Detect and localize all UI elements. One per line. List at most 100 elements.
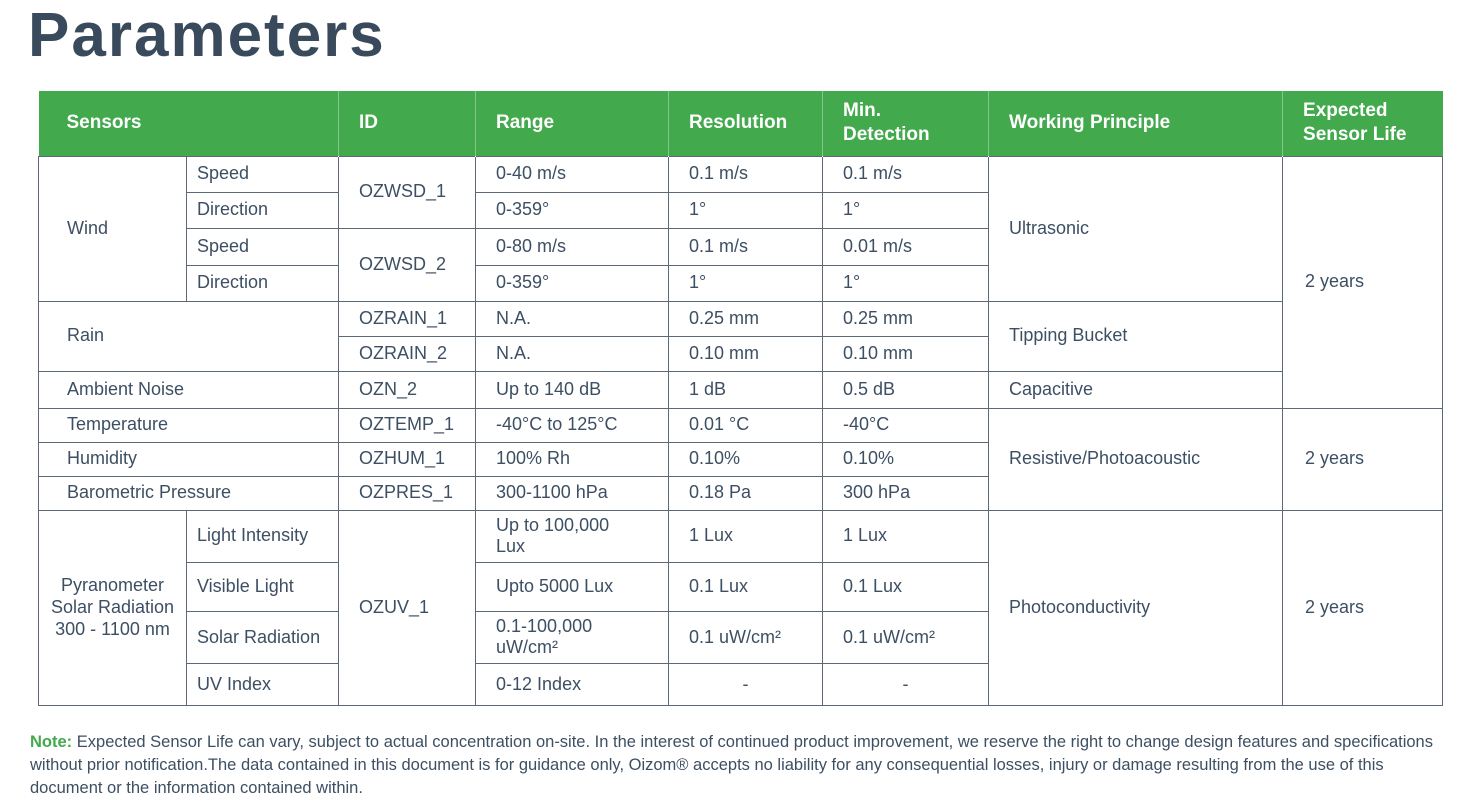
cell-life: 2 years bbox=[1282, 509, 1444, 707]
cell-sub: Speed bbox=[185, 155, 340, 193]
cell-range: Up to 100,000 Lux bbox=[475, 509, 670, 563]
cell-sensor: Pyranometer Solar Radiation 300 - 1100 nm bbox=[38, 509, 187, 707]
cell-min: 0.1 m/s bbox=[822, 155, 990, 193]
cell-min: 300 hPa bbox=[822, 475, 990, 511]
note-text: Expected Sensor Life can vary, subject t… bbox=[30, 733, 1433, 797]
note-label: Note: bbox=[30, 733, 73, 752]
cell-min: 1 Lux bbox=[822, 509, 990, 563]
column-header: Sensors bbox=[38, 91, 339, 157]
table-row: UV Index 0-12 Index - - bbox=[39, 663, 1443, 707]
table-row: Solar Radiation 0.1-100,000 uW/cm² 0.1 uW/c… bbox=[39, 610, 1443, 665]
cell-id: OZHUM_1 bbox=[338, 441, 477, 477]
cell-sensor: Ambient Noise bbox=[37, 370, 340, 409]
cell-min: 0.01 m/s bbox=[822, 227, 990, 266]
cell-id: OZRAIN_2 bbox=[338, 335, 477, 372]
cell-range: Up to 140 dB bbox=[475, 370, 670, 409]
table-body: Wind Speed OZWSD_1 0-40 m/s 0.1 m/s 0.1 m/s Ul… bbox=[37, 155, 1444, 707]
parameters-table: Sensors ID Range Resolution Min. Detection Wor… bbox=[37, 91, 1444, 707]
cell-res: 1° bbox=[668, 264, 824, 302]
cell-res: 0.1 uW/cm² bbox=[668, 610, 824, 665]
cell-res: 0.10 mm bbox=[668, 335, 824, 372]
cell-wp: Capacitive bbox=[988, 370, 1284, 409]
column-header: Min. Detection bbox=[822, 91, 989, 157]
table-row: Rain OZRAIN_1 N.A. 0.25 mm 0.25 mm Tipping Bu… bbox=[37, 300, 1443, 372]
cell-res: 0.1 Lux bbox=[668, 561, 824, 612]
cell-range: N.A. bbox=[475, 335, 670, 372]
cell-res: 0.25 mm bbox=[668, 300, 824, 337]
cell-sub: Solar Radiation bbox=[185, 610, 340, 665]
cell-res: - bbox=[668, 663, 824, 707]
cell-min: 0.10% bbox=[822, 441, 990, 477]
cell-range: -40°C to 125°C bbox=[475, 407, 670, 443]
cell-res: 0.10% bbox=[668, 441, 824, 477]
cell-range: 0-359° bbox=[475, 264, 670, 302]
table-header: Sensors ID Range Resolution Min. Detection Wor… bbox=[38, 91, 1443, 157]
cell-min: 1° bbox=[822, 264, 990, 302]
cell-life: 2 years bbox=[1282, 155, 1444, 409]
cell-sub: Speed bbox=[185, 227, 340, 266]
table-row: Temperature OZTEMP_1 -40°C to 125°C 0.01 °C… bbox=[37, 407, 1444, 511]
cell-res: 1 Lux bbox=[668, 509, 824, 563]
cell-id: OZPRES_1 bbox=[338, 475, 477, 511]
cell-wp: Photoconductivity bbox=[988, 509, 1284, 707]
cell-id: OZN_2 bbox=[338, 370, 477, 409]
cell-sensor: Temperature bbox=[37, 407, 340, 443]
table-row: OZRAIN_2 N.A. 0.10 mm 0.10 mm bbox=[39, 335, 1443, 372]
table-row: Direction 0-359° 1° 1° bbox=[39, 264, 1443, 302]
table-row: Speed OZWSD_2 0-80 m/s 0.1 m/s 0.01 m/s bbox=[39, 227, 1443, 302]
cell-range: 0.1-100,000 uW/cm² bbox=[475, 610, 670, 665]
cell-min: 0.1 Lux bbox=[822, 561, 990, 612]
cell-min: 0.5 dB bbox=[822, 370, 990, 409]
cell-sub: Visible Light bbox=[185, 561, 340, 612]
cell-min: 0.10 mm bbox=[822, 335, 990, 372]
table-row: Direction 0-359° 1° 1° bbox=[39, 191, 1443, 229]
cell-sensor: Rain bbox=[37, 300, 340, 372]
cell-range: Upto 5000 Lux bbox=[475, 561, 670, 612]
page-title: Parameters bbox=[28, 1, 386, 70]
cell-sub: UV Index bbox=[185, 663, 340, 707]
table-row: Humidity OZHUM_1 100% Rh 0.10% 0.10% bbox=[37, 441, 1443, 477]
cell-sub: Light Intensity bbox=[185, 509, 340, 563]
cell-sub: Direction bbox=[185, 191, 340, 229]
column-header: Resolution bbox=[668, 91, 823, 157]
cell-wp: Resistive/Photoacoustic bbox=[988, 407, 1284, 511]
cell-res: 1° bbox=[668, 191, 824, 229]
cell-res: 0.1 m/s bbox=[668, 227, 824, 266]
cell-min: 0.25 mm bbox=[822, 300, 990, 337]
column-header: Working Principle bbox=[988, 91, 1283, 157]
cell-range: N.A. bbox=[475, 300, 670, 337]
cell-wp: Tipping Bucket bbox=[988, 300, 1284, 372]
cell-min: - bbox=[822, 663, 990, 707]
cell-min: 0.1 uW/cm² bbox=[822, 610, 990, 665]
cell-res: 0.18 Pa bbox=[668, 475, 824, 511]
table-row: Barometric Pressure OZPRES_1 300-1100 hPa 0… bbox=[37, 475, 1443, 511]
cell-sensor: Humidity bbox=[37, 441, 340, 477]
cell-range: 0-12 Index bbox=[475, 663, 670, 707]
cell-res: 1 dB bbox=[668, 370, 824, 409]
cell-range: 0-359° bbox=[475, 191, 670, 229]
cell-res: 0.1 m/s bbox=[668, 155, 824, 193]
cell-min: -40°C bbox=[822, 407, 990, 443]
header-row: Sensors ID Range Resolution Min. Detection Wor… bbox=[38, 91, 1443, 157]
cell-id: OZUV_1 bbox=[338, 509, 477, 707]
cell-sensor: Barometric Pressure bbox=[37, 475, 340, 511]
cell-min: 1° bbox=[822, 191, 990, 229]
cell-life: 2 years bbox=[1282, 407, 1444, 511]
table-row: Pyranometer Solar Radiation 300 - 1100 nm L… bbox=[38, 509, 1444, 707]
cell-range: 0-80 m/s bbox=[475, 227, 670, 266]
column-header: ID bbox=[338, 91, 476, 157]
table-row: Visible Light Upto 5000 Lux 0.1 Lux 0.1 Lux bbox=[39, 561, 1443, 612]
cell-id: OZWSD_2 bbox=[338, 227, 477, 302]
column-header: Range bbox=[475, 91, 669, 157]
table-row: Wind Speed OZWSD_1 0-40 m/s 0.1 m/s 0.1 m/s Ul… bbox=[38, 155, 1444, 409]
cell-wp: Ultrasonic bbox=[988, 155, 1284, 302]
table-row: Ambient Noise OZN_2 Up to 140 dB 1 dB 0.5 dB… bbox=[37, 370, 1443, 409]
cell-sub: Direction bbox=[185, 264, 340, 302]
note: Note: Expected Sensor Life can vary, sub… bbox=[30, 731, 1450, 799]
cell-id: OZWSD_1 bbox=[338, 155, 477, 229]
cell-id: OZTEMP_1 bbox=[338, 407, 477, 443]
cell-range: 300-1100 hPa bbox=[475, 475, 670, 511]
cell-sensor: Wind bbox=[38, 155, 187, 302]
cell-res: 0.01 °C bbox=[668, 407, 824, 443]
column-header: Expected Sensor Life bbox=[1282, 91, 1443, 157]
